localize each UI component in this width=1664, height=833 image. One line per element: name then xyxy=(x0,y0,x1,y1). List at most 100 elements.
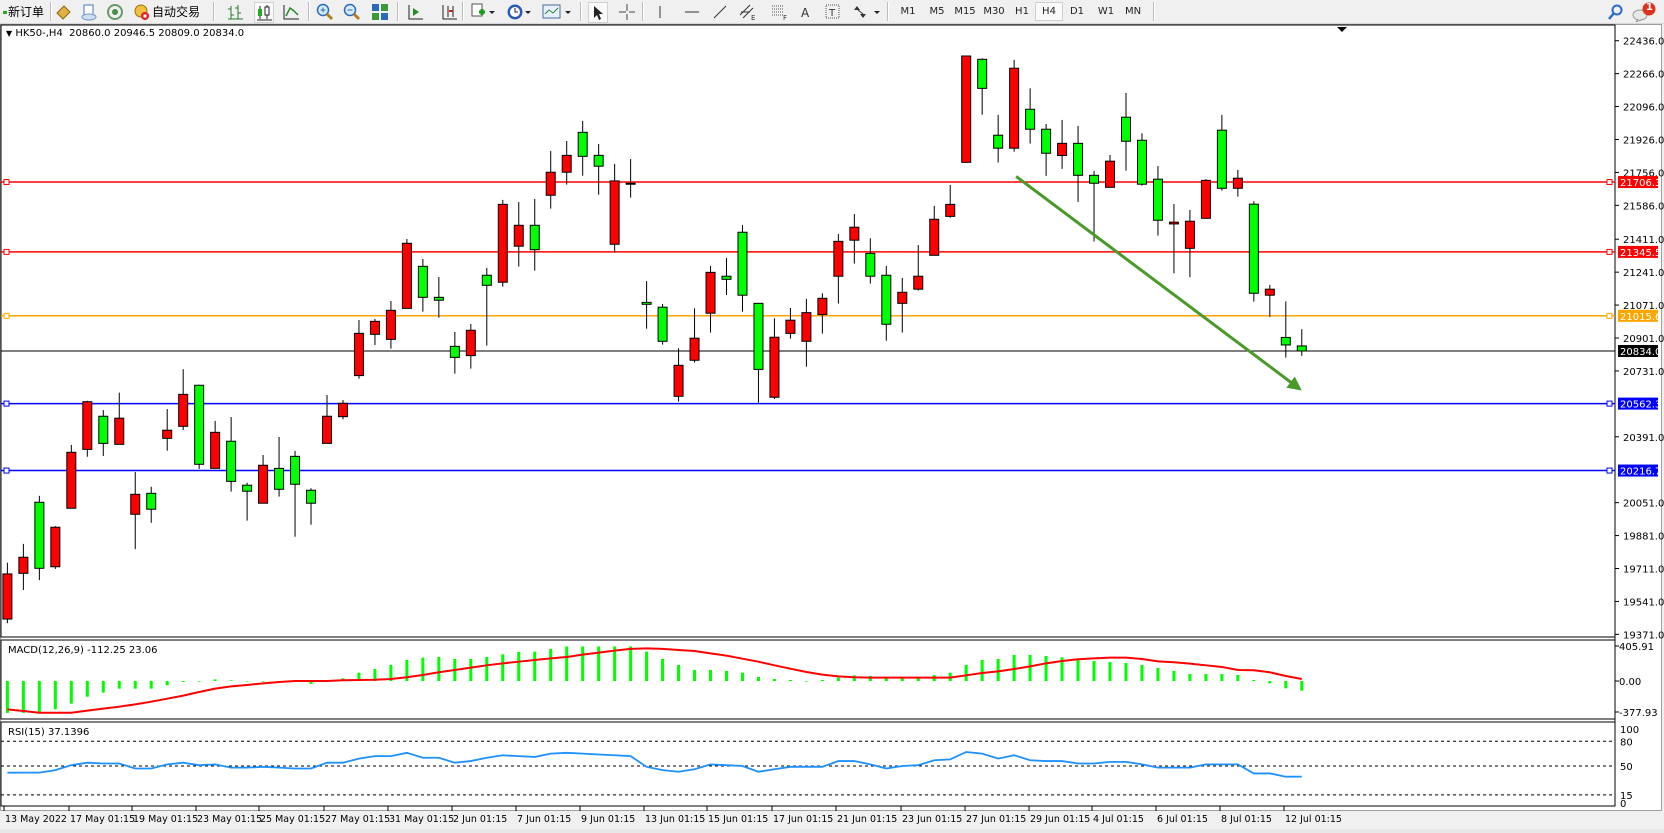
text-label-button[interactable]: T xyxy=(825,2,841,21)
add-indicator-button[interactable] xyxy=(470,2,496,21)
candle-body xyxy=(274,467,285,490)
timeframe-w1-button[interactable]: W1 xyxy=(1097,6,1115,17)
collapse-triangle-icon[interactable]: ▼ xyxy=(6,29,13,38)
macd-histogram-bar xyxy=(309,681,313,685)
templates-button[interactable] xyxy=(542,2,572,21)
price-line-tag-label: 21015.6 xyxy=(1620,312,1661,323)
signals-button[interactable] xyxy=(106,2,124,21)
auto-trading-button[interactable]: 自动交易 xyxy=(132,2,200,21)
horizontal-line-button[interactable] xyxy=(683,2,701,21)
trendline-button[interactable] xyxy=(711,2,729,21)
candle-body xyxy=(82,401,93,450)
candlestick-button[interactable] xyxy=(254,2,274,23)
candle-body xyxy=(337,402,348,418)
notification-icon xyxy=(1632,2,1656,22)
crosshair-button[interactable] xyxy=(618,2,636,21)
price-tick-label: 22266.0 xyxy=(1623,70,1664,81)
candle-body xyxy=(1057,142,1068,157)
timeframe-m5-button[interactable]: M5 xyxy=(929,6,945,17)
macd-histogram-bar xyxy=(37,681,41,713)
time-tick-label: 17 May 01:15 xyxy=(70,814,135,825)
timeframe-d1-button[interactable]: D1 xyxy=(1069,6,1085,17)
zoom-out-button[interactable] xyxy=(343,2,361,21)
bar-chart-button[interactable] xyxy=(226,2,244,21)
auto-trading-icon xyxy=(134,4,149,20)
timeframe-m15-button[interactable]: M15 xyxy=(954,6,976,17)
macd-histogram-bar xyxy=(820,679,824,681)
macd-histogram-bar xyxy=(581,646,585,681)
candle-body xyxy=(657,306,668,342)
arrows-button[interactable] xyxy=(852,2,882,21)
navigator-button[interactable] xyxy=(80,2,98,21)
timeframe-h1-button[interactable]: H1 xyxy=(1015,6,1029,17)
trend-arrow-head-icon xyxy=(1286,376,1302,391)
toolbar-separator xyxy=(887,2,889,21)
navigator-icon xyxy=(81,4,97,20)
candle-body xyxy=(625,182,636,185)
timeframe-m30-button[interactable]: M30 xyxy=(983,6,1005,17)
new-order-button[interactable]: 新订单 xyxy=(2,2,44,21)
price-tick-label: 21926.0 xyxy=(1623,135,1664,146)
candle-body xyxy=(545,171,556,196)
candle-body xyxy=(881,274,892,325)
macd-histogram-bar xyxy=(740,672,744,681)
chart-shift-button[interactable] xyxy=(440,2,458,21)
toolbar-separator xyxy=(580,2,582,21)
candle-body xyxy=(449,345,460,358)
text-button[interactable]: A xyxy=(799,2,813,21)
price-tick-label: 20731.0 xyxy=(1623,367,1664,378)
line-chart-button[interactable] xyxy=(282,2,300,21)
timeframe-h4-button[interactable]: H4 xyxy=(1035,2,1063,21)
macd-histogram-bar xyxy=(357,672,361,681)
vertical-line-button[interactable] xyxy=(653,2,667,21)
svg-text:A: A xyxy=(801,6,810,20)
line-anchor-handle xyxy=(1606,248,1613,255)
time-tick-label: 19 May 01:15 xyxy=(133,814,198,825)
macd-tick-label: 0.00 xyxy=(1619,677,1641,688)
price-line-tag xyxy=(1618,344,1658,357)
candle-body xyxy=(1041,128,1052,154)
macd-label: MACD(12,26,9) -112.25 23.06 xyxy=(8,645,158,656)
candle-body xyxy=(721,275,732,280)
tile-windows-button[interactable] xyxy=(371,2,389,21)
fibonacci-button[interactable]: F xyxy=(770,2,790,21)
price-line-tag-label: 20834.0 xyxy=(1620,347,1661,358)
price-tick-label: 21756.0 xyxy=(1623,168,1664,179)
market-watch-button[interactable] xyxy=(54,2,72,21)
time-tick-label: 13 Jun 01:15 xyxy=(645,814,705,825)
candle-body xyxy=(130,493,141,515)
macd-histogram-bar xyxy=(421,657,425,681)
cursor-button[interactable] xyxy=(588,2,608,23)
macd-histogram-bar xyxy=(916,678,920,681)
price-tick-label: 22096.0 xyxy=(1623,103,1664,114)
periods-button[interactable] xyxy=(506,2,532,21)
price-line-tag xyxy=(1618,397,1658,410)
zoom-in-icon xyxy=(316,3,334,20)
candle-body xyxy=(369,320,380,335)
macd-histogram-bar xyxy=(565,646,569,681)
equidistant-channel-button[interactable]: E xyxy=(738,2,758,21)
candle-body xyxy=(162,429,173,439)
toolbar-separator xyxy=(50,2,52,21)
time-tick-label: 7 Jun 01:15 xyxy=(517,814,571,825)
autoscroll-button[interactable] xyxy=(406,2,424,21)
time-tick-label: 27 May 01:15 xyxy=(325,814,390,825)
price-line-tag xyxy=(1618,176,1658,189)
candle-body xyxy=(1232,177,1243,189)
zoom-in-button[interactable] xyxy=(316,2,334,21)
timeframe-mn-button[interactable]: MN xyxy=(1124,6,1142,17)
time-tick-label: 21 Jun 01:15 xyxy=(837,814,897,825)
macd-histogram-bar xyxy=(21,681,25,713)
macd-histogram-bar xyxy=(804,681,808,682)
candle-body xyxy=(833,240,844,277)
macd-histogram-bar xyxy=(1268,681,1272,684)
notification-button[interactable]: 1 xyxy=(1630,2,1660,22)
candle-body xyxy=(66,451,77,509)
time-tick-label: 29 Jun 01:15 xyxy=(1030,814,1090,825)
candle-body xyxy=(306,489,317,504)
timeframe-m1-button[interactable]: M1 xyxy=(900,6,916,17)
line-anchor-handle xyxy=(3,312,10,319)
search-button[interactable] xyxy=(1607,2,1625,21)
svg-text:F: F xyxy=(783,14,787,21)
